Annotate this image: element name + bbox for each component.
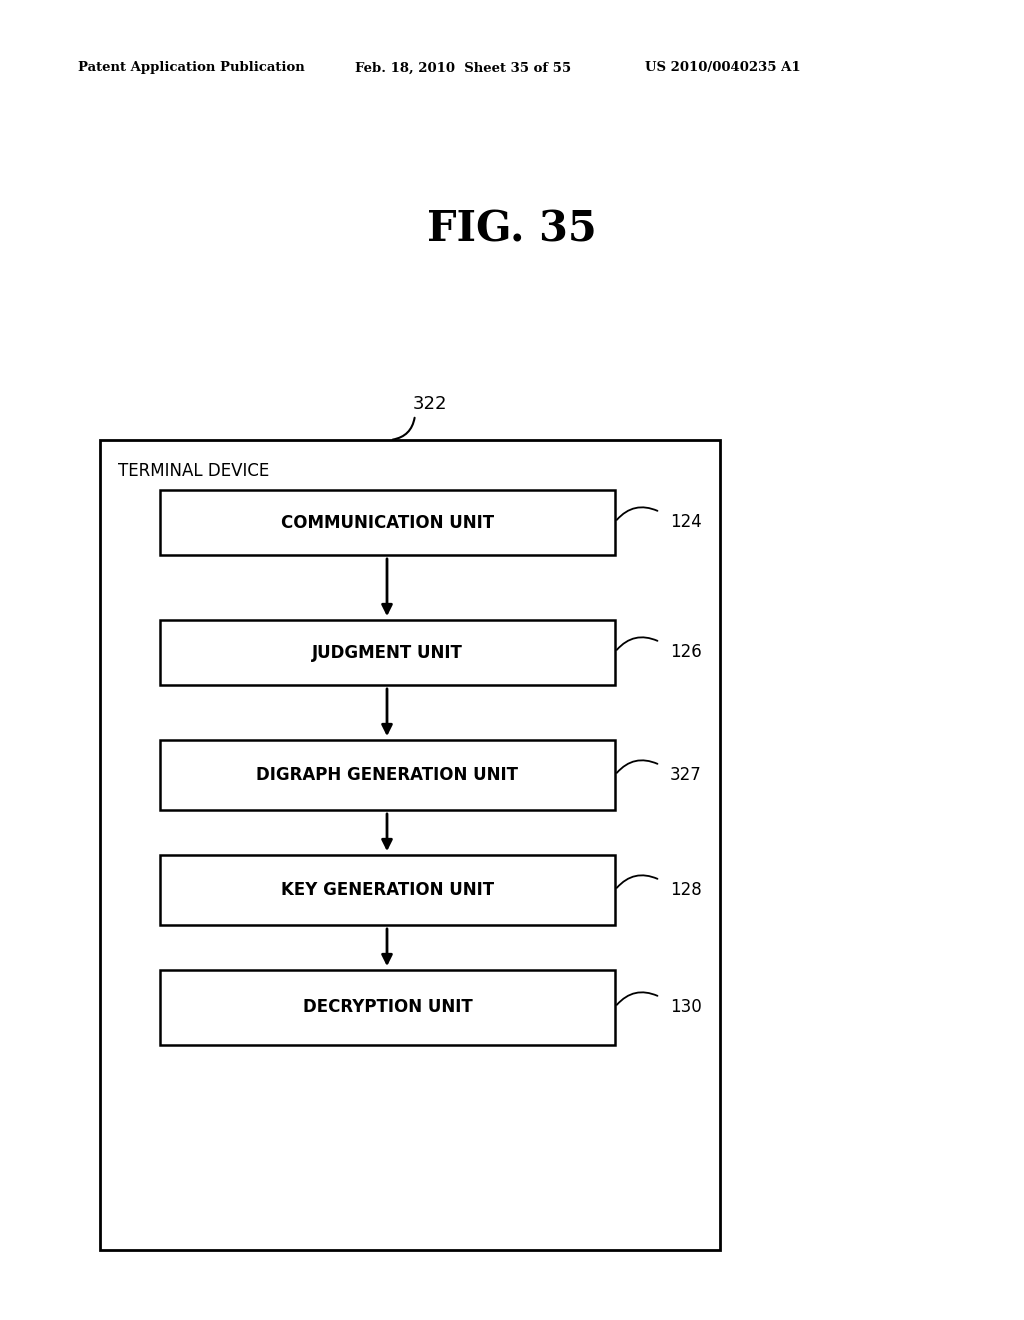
Bar (160, 970, 615, 1045)
Bar (160, 741, 615, 810)
Text: DECRYPTION UNIT: DECRYPTION UNIT (303, 998, 472, 1016)
Text: FIG. 35: FIG. 35 (427, 209, 597, 251)
Text: COMMUNICATION UNIT: COMMUNICATION UNIT (281, 513, 494, 532)
Text: Feb. 18, 2010  Sheet 35 of 55: Feb. 18, 2010 Sheet 35 of 55 (355, 62, 571, 74)
Text: 322: 322 (413, 395, 447, 413)
Text: 130: 130 (670, 998, 701, 1016)
Text: US 2010/0040235 A1: US 2010/0040235 A1 (645, 62, 801, 74)
Text: JUDGMENT UNIT: JUDGMENT UNIT (312, 644, 463, 661)
Bar (100, 440, 720, 1250)
Text: 126: 126 (670, 643, 701, 661)
Text: TERMINAL DEVICE: TERMINAL DEVICE (118, 462, 269, 480)
Text: 327: 327 (670, 766, 701, 784)
Text: DIGRAPH GENERATION UNIT: DIGRAPH GENERATION UNIT (256, 766, 518, 784)
Bar (160, 855, 615, 925)
Bar (160, 490, 615, 554)
Text: 128: 128 (670, 880, 701, 899)
Text: 124: 124 (670, 513, 701, 531)
Text: Patent Application Publication: Patent Application Publication (78, 62, 305, 74)
Text: KEY GENERATION UNIT: KEY GENERATION UNIT (281, 880, 494, 899)
Bar (160, 620, 615, 685)
